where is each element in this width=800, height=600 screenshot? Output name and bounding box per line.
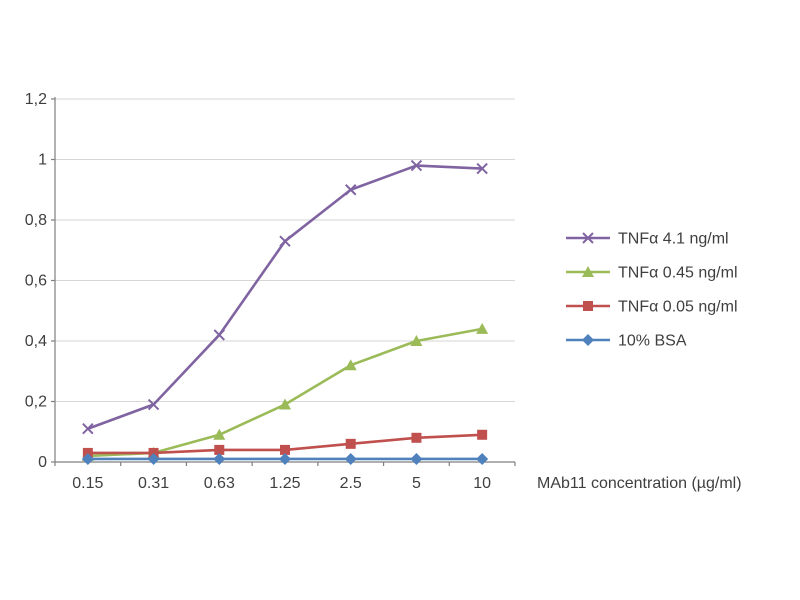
marker-triangle-icon — [279, 398, 291, 410]
marker-triangle-icon — [476, 322, 489, 334]
marker-diamond-icon — [81, 452, 94, 465]
marker-x-icon — [582, 232, 594, 244]
marker-triangle-icon — [344, 359, 357, 371]
series-line — [86, 164, 484, 431]
series-0 — [82, 159, 488, 435]
marker-diamond-icon — [147, 452, 160, 465]
legend-label: 10% BSA — [618, 333, 687, 350]
x-axis-tick-label: 10 — [473, 475, 491, 492]
x-axis-tick-label: 5 — [412, 475, 421, 492]
gridlines — [55, 98, 515, 402]
marker-square-icon — [345, 438, 356, 449]
legend-item: 10% BSA — [566, 333, 687, 350]
y-axis-tick-label: 0,2 — [25, 394, 47, 411]
marker-diamond-icon — [582, 334, 594, 346]
y-axis-tick-label: 0,4 — [25, 333, 47, 350]
marker-x-icon — [213, 329, 225, 341]
legend-item: TNFα 4.1 ng/ml — [566, 231, 729, 248]
x-axis-title: MAb11 concentration (µg/ml) — [537, 475, 742, 492]
marker-diamond-icon — [410, 452, 423, 465]
legend: TNFα 4.1 ng/ml TNFα 0.45 ng/ml TNFα 0.05 n… — [566, 231, 738, 350]
marker-diamond-icon — [213, 452, 226, 465]
series-2 — [82, 429, 488, 458]
legend-item: TNFα 0.05 ng/ml — [566, 299, 738, 316]
marker-square-icon — [82, 447, 93, 458]
x-axis-tick-label: 1.25 — [269, 475, 300, 492]
x-axis-tick-label: 0.63 — [204, 475, 235, 492]
marker-square-icon — [583, 301, 593, 311]
marker-square-icon — [148, 447, 159, 458]
y-axis-tick-label: 1 — [38, 152, 47, 169]
marker-x-icon — [147, 398, 160, 411]
x-axis-tick-label: 2.5 — [340, 475, 362, 492]
x-axis-tick-label: 0.31 — [138, 475, 169, 492]
marker-x-icon — [82, 423, 94, 435]
series-1 — [81, 322, 489, 461]
marker-diamond-icon — [279, 452, 291, 465]
marker-square-icon — [214, 444, 225, 455]
marker-square-icon — [280, 444, 290, 455]
x-axis-tick-label: 0.15 — [72, 475, 103, 492]
legend-label: TNFα 0.05 ng/ml — [618, 299, 738, 316]
series-3 — [81, 452, 489, 465]
marker-x-icon — [345, 184, 357, 196]
legend-label: TNFα 0.45 ng/ml — [618, 265, 738, 282]
marker-square-icon — [411, 432, 422, 443]
marker-x-icon — [410, 159, 423, 172]
marker-triangle-icon — [410, 335, 423, 346]
y-axis-tick-label: 1,2 — [25, 91, 47, 108]
marker-diamond-icon — [476, 452, 489, 465]
legend-label: TNFα 4.1 ng/ml — [618, 231, 729, 248]
marker-square-icon — [477, 429, 488, 440]
marker-x-icon — [476, 162, 488, 175]
marker-diamond-icon — [344, 452, 357, 465]
legend-item: TNFα 0.45 ng/ml — [566, 265, 738, 282]
marker-triangle-icon — [213, 428, 226, 440]
y-axis-tick-label: 0,6 — [25, 273, 47, 290]
marker-x-icon — [279, 235, 291, 247]
y-axis-tick-label: 0,8 — [25, 212, 47, 229]
y-axis-tick-label: 0 — [38, 454, 47, 471]
marker-triangle-icon — [582, 266, 594, 277]
